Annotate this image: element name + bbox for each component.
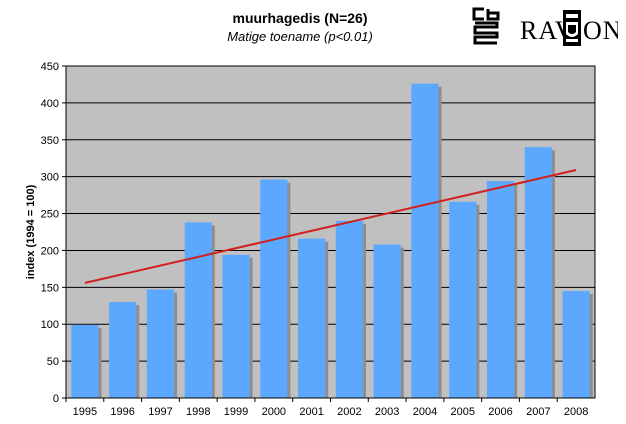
- x-tick-label: 1999: [224, 406, 248, 418]
- x-tick-label: 2001: [299, 406, 323, 418]
- y-tick-label: 450: [41, 61, 59, 73]
- bar: [486, 181, 515, 398]
- y-axis-label: index (1994 = 100): [25, 184, 37, 279]
- x-tick-label: 1995: [73, 406, 97, 418]
- y-tick-label: 250: [41, 209, 59, 221]
- y-tick-label: 150: [41, 282, 59, 294]
- plot-border: [65, 65, 596, 399]
- ravon-logo-text-right: ON: [583, 16, 618, 45]
- x-tick-label: 1996: [110, 406, 134, 418]
- bar: [335, 220, 363, 398]
- x-tick-label: 2000: [262, 406, 286, 418]
- bar: [71, 324, 99, 398]
- bars: [65, 83, 593, 402]
- y-tick-label: 100: [41, 319, 59, 331]
- y-tick-label: 350: [41, 135, 59, 147]
- bar: [298, 238, 326, 398]
- x-tick-label: 2002: [337, 406, 361, 418]
- x-tick-label: 2007: [526, 406, 550, 418]
- x-tick-labels: 1995 1996 1997 1998 1999 2000 2001 2002 2003 2004…: [73, 406, 589, 418]
- y-tick-label: 0: [53, 393, 59, 405]
- trend-line: [84, 169, 577, 284]
- axes: [65, 65, 596, 399]
- x-tick-label: 2006: [488, 406, 512, 418]
- x-tick-label: 2005: [451, 406, 475, 418]
- y-tick-label: 400: [41, 98, 59, 110]
- x-tick-label: 1998: [186, 406, 210, 418]
- chart-subtitle: Matige toename (p<0.01): [227, 29, 373, 44]
- bar: [411, 83, 439, 398]
- x-tick-label: 2004: [413, 406, 437, 418]
- y-tick-label: 200: [41, 245, 59, 257]
- cbs-logo-icon: [472, 7, 500, 45]
- y-tick-label: 300: [41, 172, 59, 184]
- chart-title: muurhagedis (N=26): [232, 10, 368, 26]
- bar: [146, 289, 175, 398]
- y-tick-label: 50: [47, 356, 59, 368]
- bar: [260, 179, 288, 398]
- bar: [109, 302, 137, 398]
- x-tick-label: 2008: [564, 406, 588, 418]
- x-tick-label: 2003: [375, 406, 399, 418]
- x-tick-label: 1997: [148, 406, 172, 418]
- ravon-crest-icon: [563, 10, 581, 46]
- bar: [373, 244, 401, 398]
- bar: [222, 254, 250, 398]
- bar: [524, 147, 552, 398]
- y-tick-labels: 0 50 100 150 200 250 300 350 400 450: [41, 61, 59, 405]
- bar: [562, 291, 590, 398]
- bar: [184, 222, 212, 398]
- bar: [449, 201, 477, 398]
- trendline: [84, 169, 577, 284]
- ravon-logo: RAV ON: [520, 8, 622, 53]
